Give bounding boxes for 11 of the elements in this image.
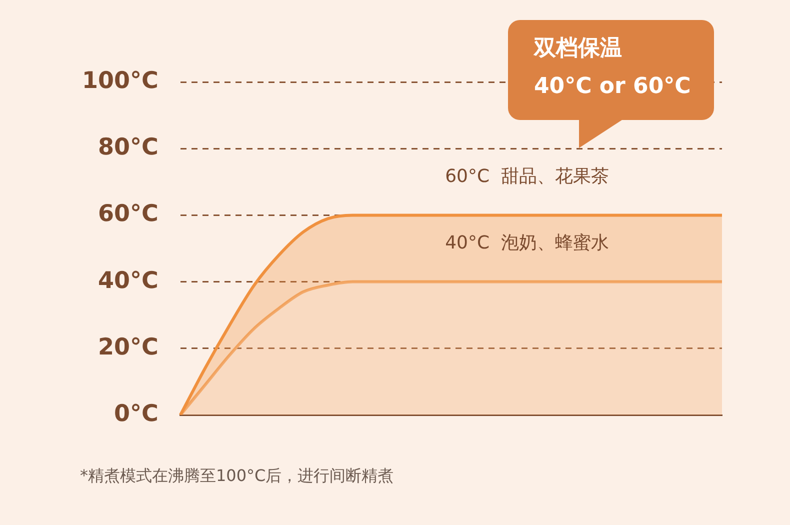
speech-bubble: 双档保温 40°C or 60°C (508, 20, 714, 120)
annotation: 60°C 甜品、花果茶 (445, 166, 609, 187)
text: *精煮模式在沸腾至100°C后，进行间断精煮 (80, 466, 394, 487)
y-tick-label: 0°C (114, 400, 158, 427)
y-tick-label: 40°C (98, 268, 158, 294)
annotation: 40°C or 60°C (534, 73, 692, 101)
y-tick-label: 20°C (98, 334, 158, 360)
annotation: 40°C 泡奶、蜂蜜水 (445, 232, 609, 254)
y-tick-label: 60°C (98, 201, 158, 228)
y-tick-label: 80°C (98, 134, 158, 161)
y-tick-label: 100°C (82, 68, 158, 94)
